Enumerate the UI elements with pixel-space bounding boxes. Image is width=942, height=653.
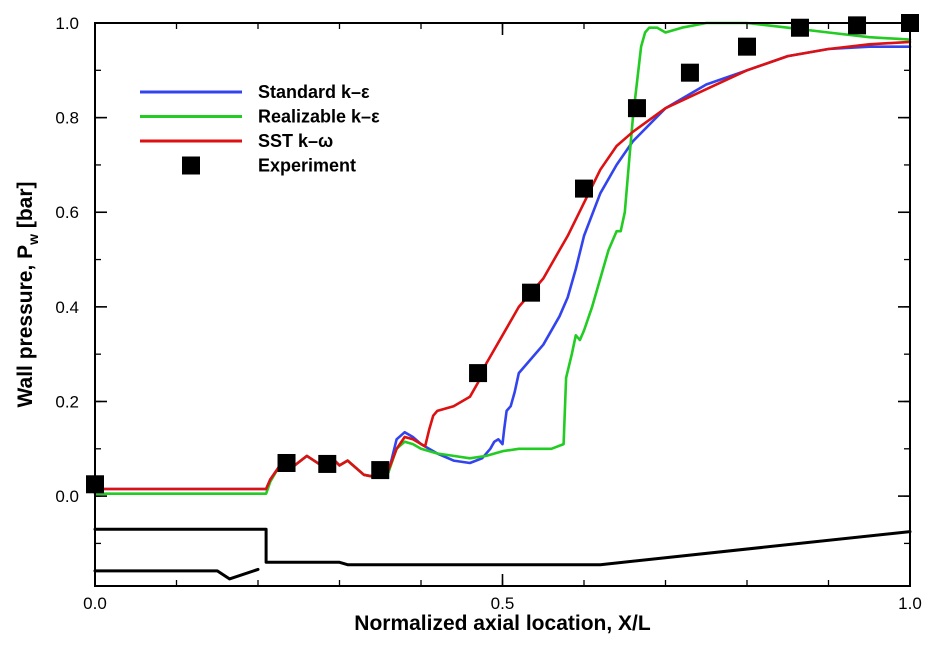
experiment-marker: [277, 453, 296, 472]
series-line-0: [93, 45, 912, 491]
y-tick-label: 0.8: [55, 109, 79, 128]
y-tick-label: 0.2: [55, 392, 79, 411]
experiment-marker: [738, 37, 756, 56]
experiment-marker: [627, 99, 646, 118]
legend-label: Standard k–ε: [258, 82, 370, 102]
experiment-marker: [318, 454, 337, 473]
legend: Standard k–ε Realizable k–ε SST k–ω Experim…: [140, 82, 380, 176]
nozzle-geometry-line: [93, 567, 260, 581]
experiment-marker: [575, 179, 593, 198]
y-axis-title-unit: [bar]: [14, 181, 37, 234]
y-tick-label: 0.0: [55, 487, 79, 506]
y-axis-title-subscript: w: [25, 234, 41, 246]
series-layer: [93, 21, 912, 581]
legend-marker-experiment: [182, 156, 200, 175]
x-tick-label: 0.5: [491, 594, 515, 613]
ticks-layer: 0.0 0.5 1.0 0.0 0.2 0.4 0.6 0.8 1.0: [55, 14, 921, 613]
experiment-marker: [86, 475, 104, 494]
experiment-marker: [901, 14, 919, 32]
series-line-2: [93, 40, 912, 491]
y-tick-label: 1.0: [55, 14, 79, 33]
experiment-marker: [680, 63, 699, 82]
nozzle-geometry-line: [93, 527, 912, 567]
experiment-marker: [848, 16, 867, 35]
series-line-1: [93, 21, 912, 496]
y-tick-label: 0.6: [55, 203, 79, 222]
plot-frame: [94, 22, 911, 587]
x-tick-label: 0.0: [83, 594, 107, 613]
experiment-marker: [371, 461, 390, 480]
x-tick-label: 1.0: [898, 594, 922, 613]
y-axis-title-main: Wall pressure, P: [14, 245, 37, 408]
legend-label: Realizable k–ε: [258, 107, 380, 127]
y-tick-label: 0.4: [55, 298, 79, 317]
experiment-marker: [522, 283, 541, 302]
legend-label: Experiment: [258, 156, 356, 176]
x-axis-title: Normalized axial location, X/L: [354, 612, 651, 635]
experiment-marker: [790, 18, 809, 37]
experiment-marker: [469, 364, 488, 383]
y-axis-title: Wall pressure, Pw [bar]: [14, 181, 41, 407]
marker-layer: [86, 14, 919, 494]
legend-label: SST k–ω: [258, 131, 333, 151]
